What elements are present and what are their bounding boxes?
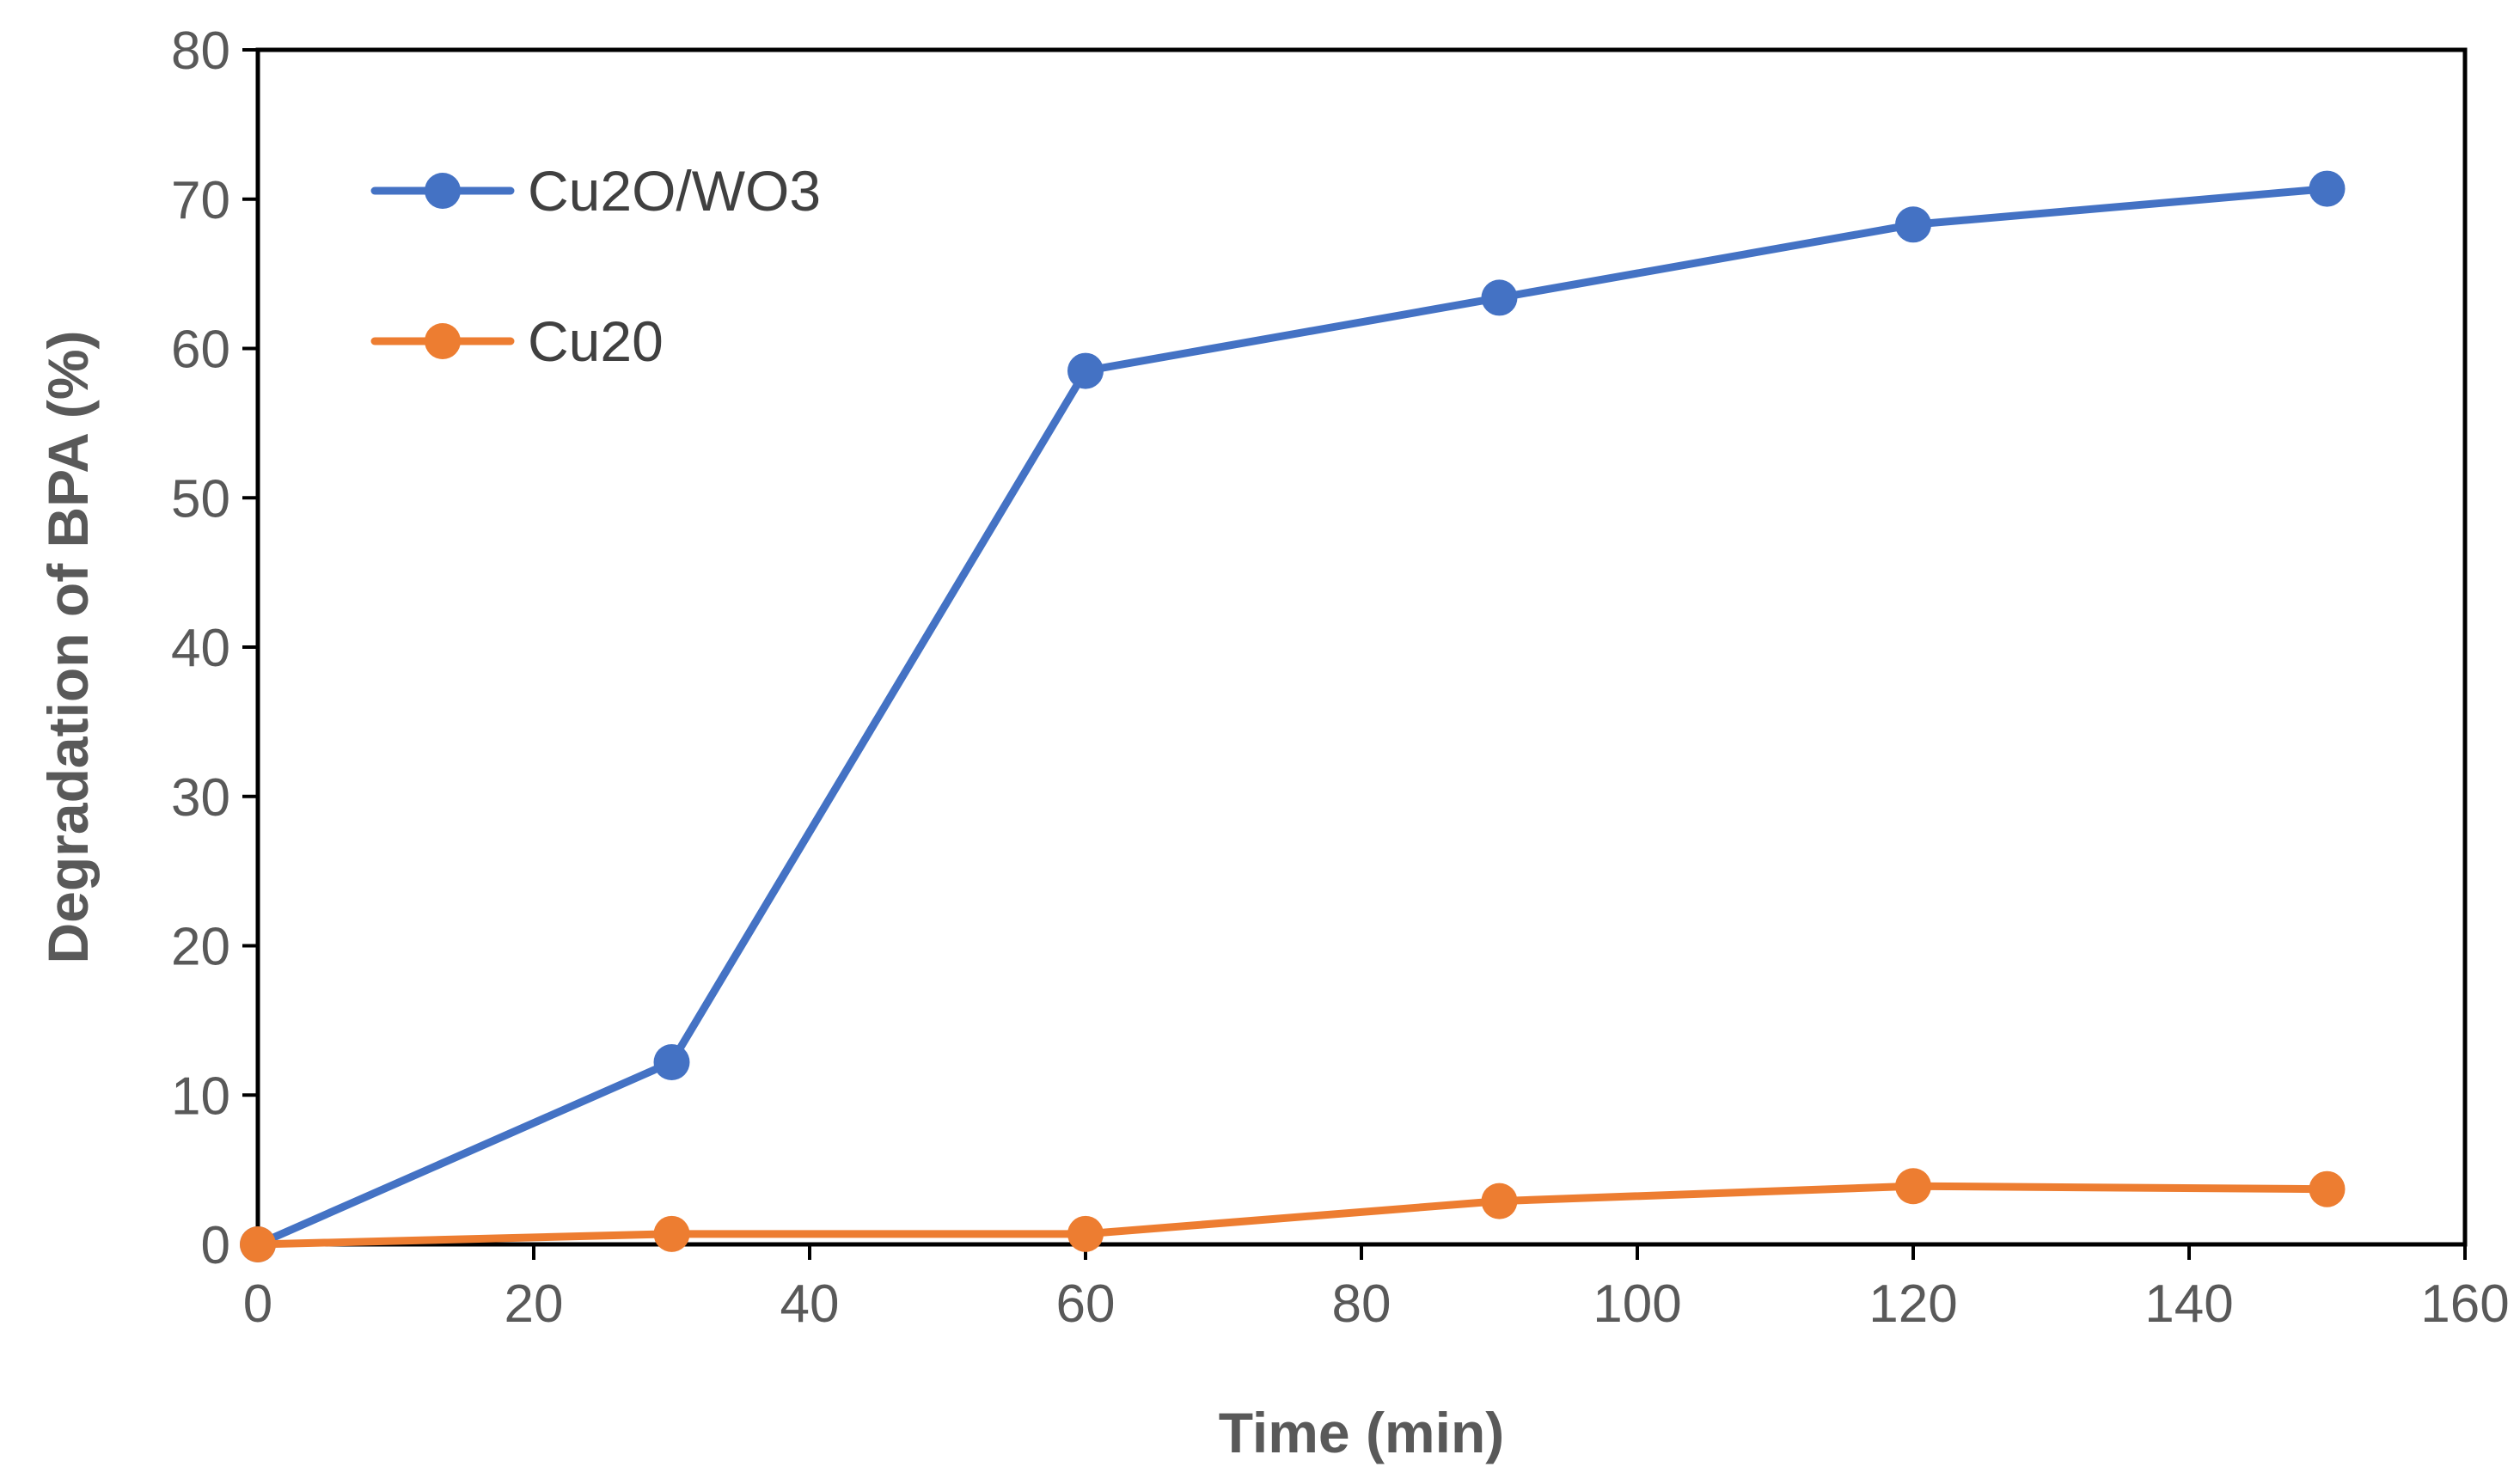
data-point [2309,170,2346,207]
data-point [240,1226,276,1262]
data-point [1481,1183,1518,1219]
data-point [653,1044,690,1081]
y-tick-label: 40 [171,619,230,678]
data-point [1067,352,1104,389]
legend-label-2: Cu20 [528,309,664,373]
series-line-1 [254,185,2331,1249]
x-tick-label: 120 [1869,1274,1957,1334]
plot-frame [255,47,2468,1247]
data-point [1895,1168,1931,1205]
x-tick-label: 100 [1593,1274,1681,1334]
x-tick-label: 60 [1056,1274,1116,1334]
legend: Cu2O/WO3 Cu20 [370,159,821,373]
x-tick-label: 140 [2144,1274,2233,1334]
legend-label-1: Cu2O/WO3 [528,159,821,223]
x-tick-label: 80 [1332,1274,1392,1334]
legend-marker-1 [425,173,461,209]
series-line-2 [254,1182,2331,1249]
y-tick-label: 50 [171,469,230,529]
y-tick-label: 0 [201,1216,230,1275]
y-axis: 0 10 20 30 40 50 60 70 80 [171,21,258,1275]
y-tick-label: 30 [171,768,230,828]
data-point [1895,206,1931,243]
x-tick-label: 40 [780,1274,840,1334]
x-axis: 0 20 40 60 80 100 120 140 160 [243,1244,2510,1334]
y-tick-label: 80 [171,21,230,81]
data-point [653,1215,690,1252]
x-tick-label: 160 [2420,1274,2509,1334]
x-tick-label: 20 [505,1274,564,1334]
legend-marker-2 [425,323,461,359]
y-tick-label: 60 [171,321,230,380]
x-tick-label: 0 [243,1274,272,1334]
data-point [1067,1215,1104,1252]
series-layer [240,170,2346,1262]
y-tick-label: 70 [171,171,230,230]
y-tick-label: 10 [171,1066,230,1126]
data-point [1481,279,1518,316]
y-axis-title: Degradation of BPA (%) [36,331,100,964]
y-tick-label: 20 [171,918,230,977]
x-axis-title: Time (min) [1219,1401,1504,1464]
data-point [2309,1170,2346,1207]
